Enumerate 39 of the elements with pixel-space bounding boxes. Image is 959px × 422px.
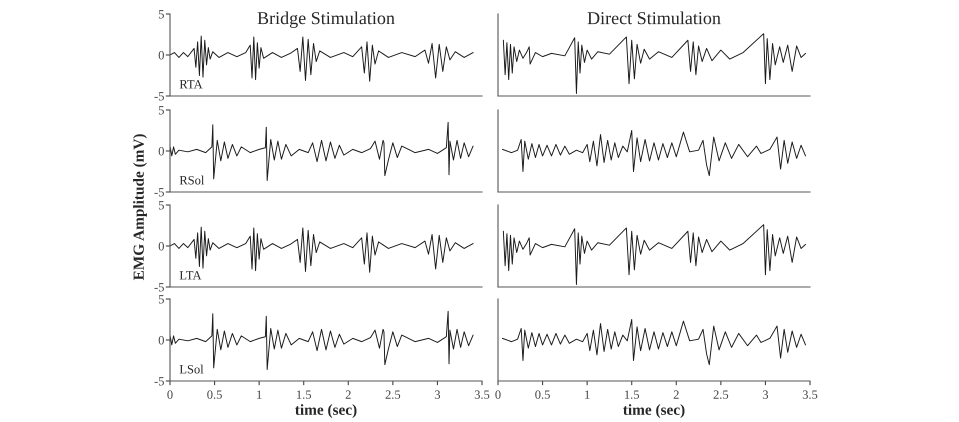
- x-tick-label: 2: [346, 390, 351, 399]
- x-axis-title: time (sec): [623, 404, 684, 418]
- x-tick-label: 1: [257, 390, 262, 399]
- y-tick-label: 5: [158, 10, 164, 18]
- y-tick-label: -5: [154, 92, 164, 100]
- x-tick-label: 2.5: [386, 390, 400, 399]
- y-tick-label: 0: [158, 51, 164, 60]
- annotation: RTA: [180, 80, 203, 88]
- y-tick-label: 5: [158, 201, 164, 210]
- x-axis-title: time (sec): [295, 404, 356, 418]
- y-tick-label: 5: [158, 106, 164, 114]
- x-tick-label: 1.5: [625, 390, 640, 399]
- annotation: RSol: [180, 176, 204, 184]
- x-tick-label: 0.5: [535, 390, 550, 399]
- x-tick-label: 3: [434, 390, 440, 399]
- y-tick-label: -5: [154, 188, 164, 196]
- line-series: [170, 36, 474, 82]
- x-tick-label: 0: [167, 390, 173, 399]
- y-tick-label: 5: [158, 295, 164, 304]
- x-tick-label: 3.5: [802, 390, 818, 399]
- x-tick-label: 1.5: [297, 390, 312, 399]
- x-tick-label: 0: [495, 390, 501, 399]
- y-tick-label: 0: [158, 336, 164, 344]
- y-tick-label: 0: [158, 147, 164, 156]
- annotation: LTA: [180, 271, 202, 280]
- y-tick-label: 0: [158, 242, 164, 250]
- x-tick-label: 2.5: [714, 390, 728, 399]
- chart-title: Bridge Stimulation: [258, 12, 395, 28]
- line-series: [170, 226, 474, 273]
- x-tick-label: 3.5: [474, 390, 490, 399]
- y-tick-label: -5: [154, 283, 164, 292]
- y-axis-title: EMG Amplitude (mV): [133, 134, 147, 280]
- x-tick-label: 3: [762, 390, 768, 399]
- y-tick-label: -5: [154, 377, 164, 386]
- x-tick-label: 2: [674, 390, 679, 399]
- x-tick-label: 1: [585, 390, 590, 399]
- chart-title: Direct Stimulation: [588, 12, 721, 24]
- x-tick-label: 0.5: [207, 390, 222, 399]
- annotation: LSol: [180, 364, 204, 374]
